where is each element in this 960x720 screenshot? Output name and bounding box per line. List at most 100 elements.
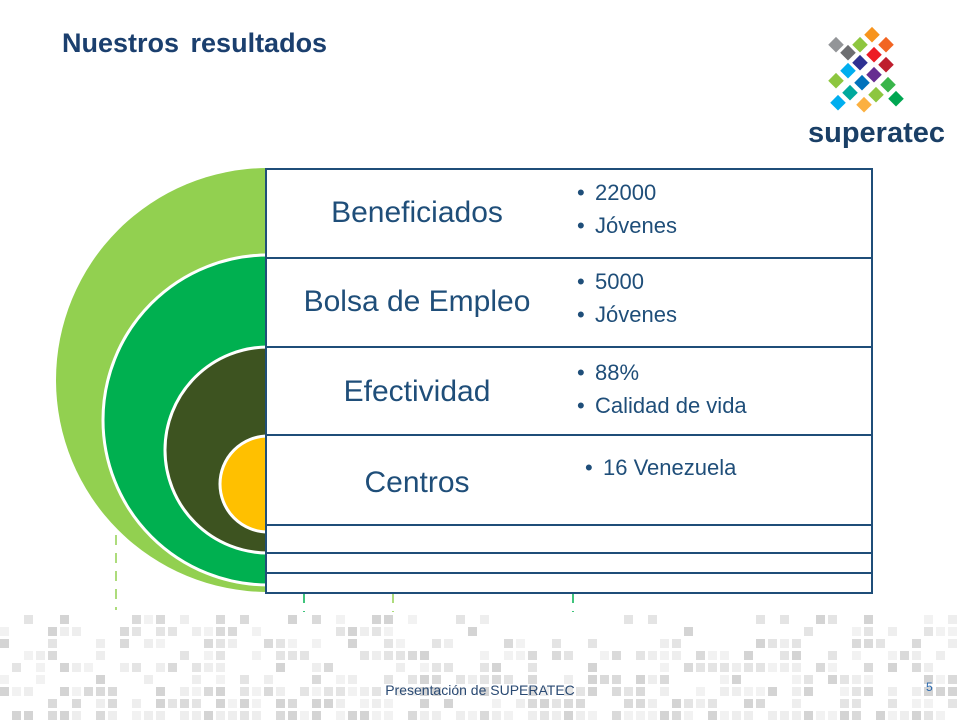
- pattern-tile: [216, 639, 225, 648]
- pattern-tile: [348, 627, 357, 636]
- pattern-tile: [312, 615, 321, 624]
- pattern-tile: [852, 687, 861, 696]
- pattern-tile: [732, 687, 741, 696]
- pattern-tile: [456, 711, 465, 720]
- pattern-tile: [336, 627, 345, 636]
- pattern-tile: [384, 627, 393, 636]
- pattern-tile: [576, 711, 585, 720]
- pattern-tile: [372, 687, 381, 696]
- pattern-tile: [636, 711, 645, 720]
- bullet-list: 88% Calidad de vida: [577, 356, 747, 422]
- pattern-tile: [396, 639, 405, 648]
- pattern-tile: [360, 651, 369, 660]
- pattern-tile: [96, 699, 105, 708]
- pattern-tile: [312, 711, 321, 720]
- pattern-tile: [888, 699, 897, 708]
- pattern-tile: [204, 651, 213, 660]
- pattern-tile: [444, 639, 453, 648]
- pattern-tile: [648, 615, 657, 624]
- pattern-tile: [660, 675, 669, 684]
- pattern-tile: [48, 699, 57, 708]
- pattern-tile: [564, 687, 573, 696]
- pattern-tile: [480, 651, 489, 660]
- pattern-tile: [360, 699, 369, 708]
- pattern-tile: [12, 711, 21, 720]
- pattern-tile: [684, 711, 693, 720]
- pattern-tile: [324, 663, 333, 672]
- pattern-tile: [528, 711, 537, 720]
- pattern-tile: [480, 663, 489, 672]
- pattern-tile: [396, 651, 405, 660]
- pattern-tile: [216, 711, 225, 720]
- pattern-tile: [72, 711, 81, 720]
- pattern-tile: [516, 639, 525, 648]
- pattern-tile: [708, 699, 717, 708]
- pattern-tile: [216, 615, 225, 624]
- pattern-tile: [816, 711, 825, 720]
- page-number: 5: [926, 680, 933, 694]
- pattern-tile: [84, 687, 93, 696]
- pattern-tile: [0, 687, 9, 696]
- pattern-tile: [780, 711, 789, 720]
- pattern-tile: [252, 699, 261, 708]
- pattern-tile: [60, 687, 69, 696]
- pattern-tile: [144, 675, 153, 684]
- pattern-tile: [936, 675, 945, 684]
- pattern-tile: [348, 687, 357, 696]
- pattern-tile: [456, 675, 465, 684]
- pattern-tile: [72, 699, 81, 708]
- pattern-tile: [828, 711, 837, 720]
- pattern-tile: [948, 699, 957, 708]
- row-centros: Centros 16 Venezuela: [265, 434, 873, 526]
- pattern-tile: [792, 651, 801, 660]
- pattern-tile: [780, 651, 789, 660]
- pattern-tile: [828, 651, 837, 660]
- pattern-tile: [132, 663, 141, 672]
- pattern-tile: [624, 711, 633, 720]
- pattern-tile: [792, 699, 801, 708]
- page-title: Nuestros resultados: [62, 28, 328, 58]
- pattern-tile: [420, 687, 429, 696]
- pattern-tile: [360, 627, 369, 636]
- pattern-tile: [408, 615, 417, 624]
- pattern-tile: [468, 627, 477, 636]
- bullet-item: 88%: [577, 356, 747, 389]
- pattern-tile: [720, 675, 729, 684]
- pattern-tile: [432, 675, 441, 684]
- row-empty: [265, 572, 873, 594]
- pattern-tile: [408, 651, 417, 660]
- pattern-tile: [420, 699, 429, 708]
- pattern-tile: [132, 711, 141, 720]
- pattern-tile: [876, 711, 885, 720]
- pattern-tile: [792, 687, 801, 696]
- superatec-logo-icon: [828, 26, 904, 113]
- bullet-item: 22000: [577, 176, 677, 209]
- pattern-tile: [588, 675, 597, 684]
- pattern-tile: [264, 639, 273, 648]
- pattern-tile: [648, 675, 657, 684]
- bullet-list: 16 Venezuela: [585, 451, 736, 484]
- pattern-tile: [684, 699, 693, 708]
- pattern-tile: [528, 687, 537, 696]
- pattern-tile: [252, 711, 261, 720]
- pattern-tile: [156, 687, 165, 696]
- pattern-tile: [240, 699, 249, 708]
- pattern-tile: [504, 675, 513, 684]
- pattern-tile: [276, 687, 285, 696]
- pattern-tile: [936, 627, 945, 636]
- row-label: Efectividad: [343, 375, 491, 408]
- pattern-tile: [384, 615, 393, 624]
- pattern-tile: [72, 627, 81, 636]
- pattern-tile: [936, 687, 945, 696]
- pattern-tile: [636, 699, 645, 708]
- pattern-tile: [636, 675, 645, 684]
- pattern-tile: [300, 651, 309, 660]
- pattern-tile: [96, 711, 105, 720]
- pattern-tile: [840, 711, 849, 720]
- pattern-tile: [204, 627, 213, 636]
- pattern-tile: [804, 675, 813, 684]
- pattern-tile: [756, 615, 765, 624]
- pattern-tile: [444, 663, 453, 672]
- pattern-tile: [768, 711, 777, 720]
- pattern-tile: [72, 663, 81, 672]
